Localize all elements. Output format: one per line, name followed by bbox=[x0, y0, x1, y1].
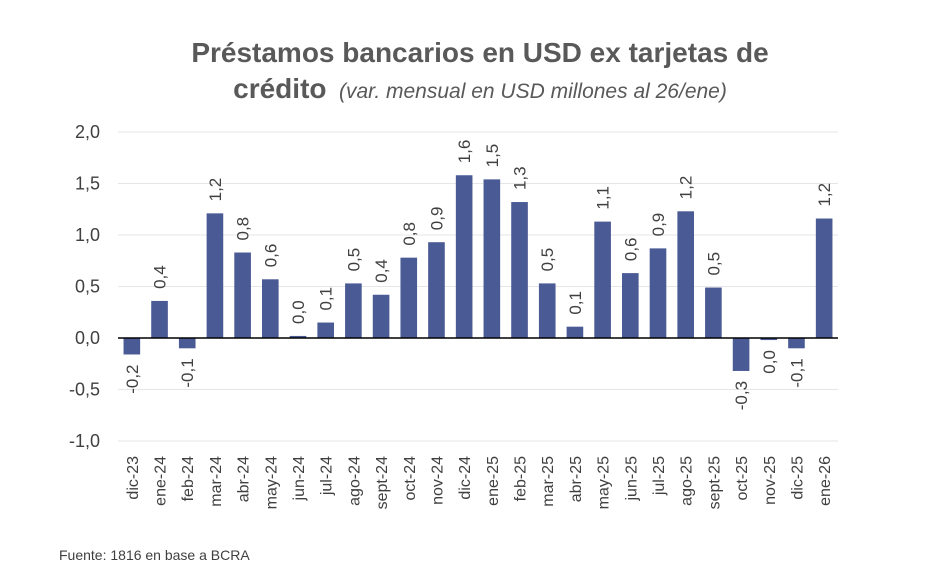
x-tick-label: oct-24 bbox=[402, 456, 419, 501]
chart-title: Préstamos bancarios en USD ex tarjetas d… bbox=[191, 37, 768, 68]
data-label: 0,6 bbox=[261, 244, 280, 268]
data-label: 1,3 bbox=[511, 166, 530, 190]
x-tick-label: abr-24 bbox=[236, 456, 253, 502]
bar bbox=[622, 273, 639, 338]
y-tick-label: 2,0 bbox=[75, 122, 100, 142]
x-tick-label: ago-25 bbox=[679, 456, 696, 506]
bar bbox=[428, 242, 445, 338]
bar bbox=[815, 218, 833, 338]
bar bbox=[262, 279, 279, 338]
x-tick-label: may-24 bbox=[263, 456, 280, 509]
data-label: 0,8 bbox=[400, 222, 419, 246]
bar bbox=[649, 248, 667, 338]
bar bbox=[732, 338, 750, 371]
bar bbox=[151, 300, 168, 338]
data-label: 0,9 bbox=[427, 207, 446, 231]
data-label: 0,4 bbox=[151, 265, 170, 289]
bar bbox=[566, 326, 584, 338]
data-label: 1,2 bbox=[815, 183, 834, 207]
bar bbox=[317, 322, 334, 338]
x-tick-label: feb-24 bbox=[180, 456, 197, 501]
x-tick-label: oct-25 bbox=[734, 456, 751, 501]
gridlines bbox=[118, 131, 838, 442]
x-tick-label: nov-25 bbox=[762, 456, 779, 505]
x-tick-label: sept-24 bbox=[374, 456, 391, 509]
bar bbox=[677, 211, 694, 338]
data-label: 1,2 bbox=[206, 178, 225, 202]
bar bbox=[178, 338, 196, 349]
chart-subtitle: (var. mensual en USD millones al 26/ene) bbox=[339, 80, 727, 103]
data-label: 0,4 bbox=[372, 259, 391, 283]
data-labels: -0,2 0,4 -0,1 1,2 0,8 0,6 0,0 0,1 0,5 0,4 0,8 0,9 1,… bbox=[123, 140, 834, 411]
x-tick-label: ene-25 bbox=[485, 456, 502, 506]
bar bbox=[788, 338, 805, 349]
bar bbox=[455, 175, 473, 338]
x-tick-label: jun-25 bbox=[623, 456, 640, 502]
x-tick-label: abr-25 bbox=[568, 456, 585, 502]
bar bbox=[483, 179, 501, 338]
x-tick-label: dic-24 bbox=[457, 456, 474, 500]
data-label: -0,2 bbox=[123, 364, 142, 393]
bar bbox=[538, 283, 556, 338]
data-label: 1,1 bbox=[594, 186, 613, 210]
chart-title-line2-main: crédito bbox=[233, 73, 326, 104]
bar bbox=[372, 294, 390, 338]
bar bbox=[511, 202, 528, 338]
bar bbox=[289, 335, 307, 338]
bar bbox=[345, 283, 362, 338]
y-tick-label: -1,0 bbox=[69, 431, 100, 451]
x-tick-label: nov-24 bbox=[429, 456, 446, 505]
data-label: 0,1 bbox=[317, 287, 336, 311]
data-label: 1,2 bbox=[677, 176, 696, 200]
source-note: Fuente: 1816 en base a BCRA bbox=[59, 547, 250, 563]
x-tick-label: ene-24 bbox=[153, 456, 170, 506]
data-label: 0,5 bbox=[344, 248, 363, 272]
data-label: 0,0 bbox=[760, 350, 779, 374]
x-tick-label: feb-25 bbox=[513, 456, 530, 501]
bar bbox=[705, 287, 722, 338]
data-label: 0,6 bbox=[621, 237, 640, 261]
x-tick-label: jun-24 bbox=[291, 456, 308, 502]
data-label: 1,6 bbox=[455, 140, 474, 164]
data-label: 0,5 bbox=[704, 252, 723, 276]
data-label: 0,5 bbox=[538, 248, 557, 272]
x-tick-label: dic-25 bbox=[789, 456, 806, 500]
x-tick-label: mar-25 bbox=[540, 456, 557, 507]
bars bbox=[123, 175, 833, 371]
y-tick-label: 1,0 bbox=[75, 225, 100, 245]
x-tick-label: mar-24 bbox=[208, 456, 225, 507]
x-tick-label: ene-26 bbox=[817, 456, 834, 506]
y-tick-label: 0,5 bbox=[75, 277, 100, 297]
data-label: 0,8 bbox=[234, 217, 253, 241]
x-tick-label: sept-25 bbox=[706, 456, 723, 509]
bar bbox=[400, 257, 418, 338]
x-tick-label: ago-24 bbox=[346, 456, 363, 506]
data-label: 0,0 bbox=[289, 300, 308, 324]
data-label: 0,1 bbox=[566, 291, 585, 315]
bar bbox=[760, 338, 778, 341]
x-tick-label: jul-25 bbox=[651, 456, 668, 496]
bar bbox=[123, 338, 141, 355]
data-label: 0,9 bbox=[649, 213, 668, 237]
x-tick-label: dic-23 bbox=[125, 456, 142, 500]
data-label: 1,5 bbox=[483, 144, 502, 168]
y-axis-tick-labels: -1,0 -0,5 0,0 0,5 1,0 1,5 2,0 bbox=[69, 122, 100, 451]
data-label: -0,1 bbox=[787, 358, 806, 387]
x-axis-tick-labels: dic-23 ene-24 feb-24 mar-24 abr-24 may-24 jun-… bbox=[125, 456, 834, 509]
data-label: -0,3 bbox=[732, 381, 751, 410]
x-tick-label: may-25 bbox=[596, 456, 613, 509]
y-tick-label: 1,5 bbox=[75, 174, 100, 194]
y-tick-label: -0,5 bbox=[69, 380, 100, 400]
bar bbox=[594, 221, 611, 338]
bar bbox=[234, 252, 251, 338]
x-tick-label: jul-24 bbox=[319, 456, 336, 496]
bar bbox=[206, 213, 224, 338]
y-tick-label: 0,0 bbox=[75, 328, 100, 348]
chart-title-line2: crédito (var. mensual en USD millones al… bbox=[233, 73, 727, 104]
data-label: -0,1 bbox=[178, 358, 197, 387]
